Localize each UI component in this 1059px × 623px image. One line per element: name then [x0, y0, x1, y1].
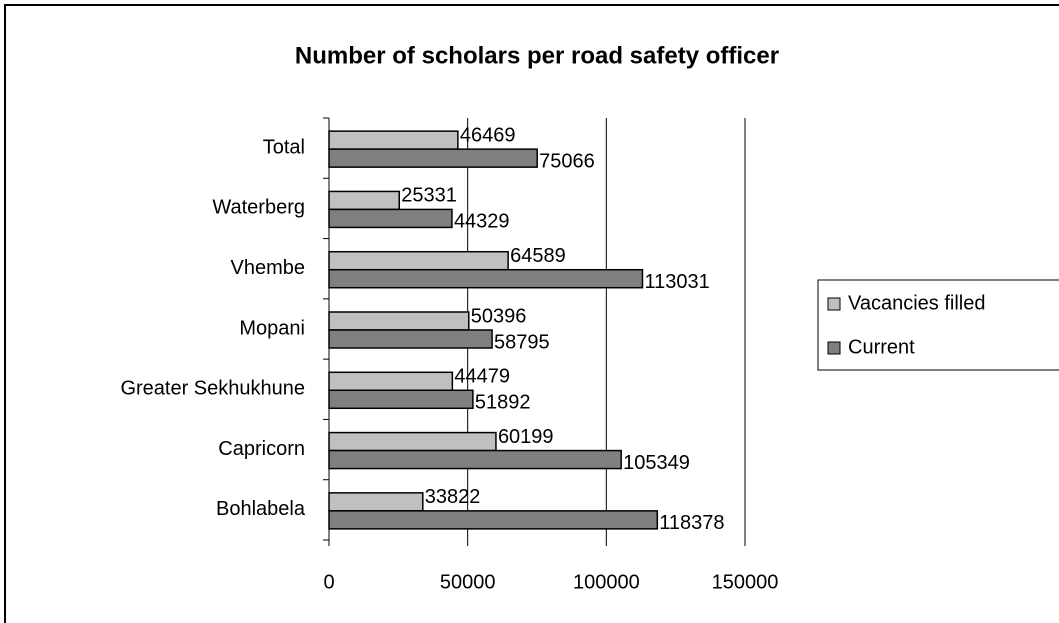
bar [328, 130, 459, 150]
data-label: 51892 [475, 392, 531, 414]
data-label: 33822 [425, 486, 481, 508]
bar [328, 190, 401, 211]
chart-title: Number of scholars per road safety offic… [295, 42, 779, 69]
data-label: 46469 [460, 124, 516, 146]
legend-label: Vacancies filled [848, 292, 985, 314]
y-tick-label: Vhembe [231, 257, 306, 279]
bar [328, 268, 644, 289]
legend-swatch [827, 297, 841, 311]
bar [328, 492, 424, 512]
bar [328, 250, 509, 271]
data-label: 44479 [454, 366, 510, 388]
x-tick-label: 100000 [573, 571, 640, 593]
legend-box [817, 279, 1059, 371]
data-label: 105349 [623, 452, 690, 474]
y-tick-label: Greater Sekhukhune [120, 378, 305, 400]
y-tick-label: Capricorn [218, 438, 305, 460]
legend-label: Current [848, 336, 915, 358]
bar [328, 389, 474, 410]
bar [328, 431, 497, 452]
data-label: 64589 [510, 245, 566, 267]
data-label: 58795 [494, 331, 550, 353]
bar [328, 208, 453, 229]
y-tick-label: Bohlabela [216, 498, 306, 520]
data-label: 75066 [539, 150, 595, 172]
data-label: 60199 [498, 426, 554, 448]
y-tick-label: Waterberg [212, 197, 305, 219]
data-label: 25331 [401, 185, 457, 207]
data-label: 118378 [659, 512, 724, 534]
y-tick-label: Mopani [239, 317, 305, 339]
data-label: 44329 [454, 211, 510, 233]
bar [328, 510, 659, 530]
x-tick-label: 150000 [712, 571, 779, 593]
data-label: 50396 [471, 305, 527, 327]
y-tick-label: Total [263, 136, 305, 158]
bar [328, 371, 454, 392]
bar [328, 329, 493, 349]
bar [328, 148, 538, 168]
bar [328, 311, 470, 331]
data-label: 113031 [644, 271, 709, 293]
x-tick-label: 50000 [440, 571, 496, 593]
x-tick-label: 0 [323, 571, 334, 593]
legend-swatch [827, 341, 841, 355]
bar [328, 449, 622, 470]
